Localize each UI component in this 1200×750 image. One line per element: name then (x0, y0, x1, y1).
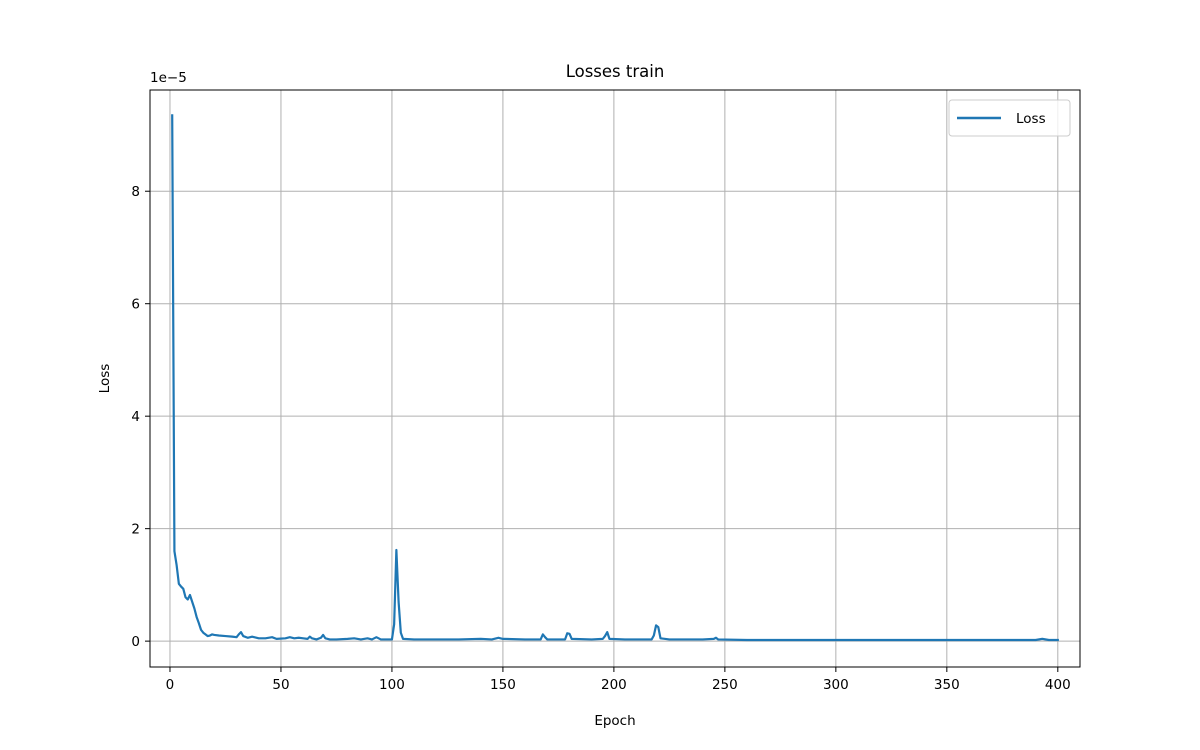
x-tick-label: 50 (272, 677, 289, 693)
y-tick-label: 2 (131, 522, 140, 538)
x-tick-label: 0 (166, 677, 175, 693)
x-tick-label: 300 (823, 677, 849, 693)
axis-ticks: 0 50 100 150 200 250 300 350 400 0 2 4 6 8 (131, 184, 1070, 693)
y-tick-label: 6 (131, 297, 140, 313)
chart-title: Losses train (566, 62, 665, 81)
series-line-loss (171, 114, 1059, 642)
y-axis-label: Loss (97, 364, 113, 394)
grid-lines (150, 90, 1080, 667)
plot-frame (149, 89, 1081, 668)
legend: Loss (948, 99, 1071, 137)
y-tick-label: 8 (131, 184, 140, 200)
x-tick-label: 350 (934, 677, 960, 693)
y-axis-offset-text: 1e−5 (150, 70, 187, 86)
legend-box (948, 99, 1071, 137)
x-tick-label: 200 (601, 677, 627, 693)
x-tick-label: 400 (1045, 677, 1071, 693)
x-tick-label: 100 (379, 677, 405, 693)
y-tick-label: 0 (131, 634, 140, 650)
x-tick-label: 250 (712, 677, 738, 693)
legend-label: Loss (1016, 111, 1046, 127)
x-tick-label: 150 (490, 677, 516, 693)
y-tick-label: 4 (131, 409, 140, 425)
x-axis-label: Epoch (594, 713, 635, 729)
series-layer (171, 114, 1059, 642)
